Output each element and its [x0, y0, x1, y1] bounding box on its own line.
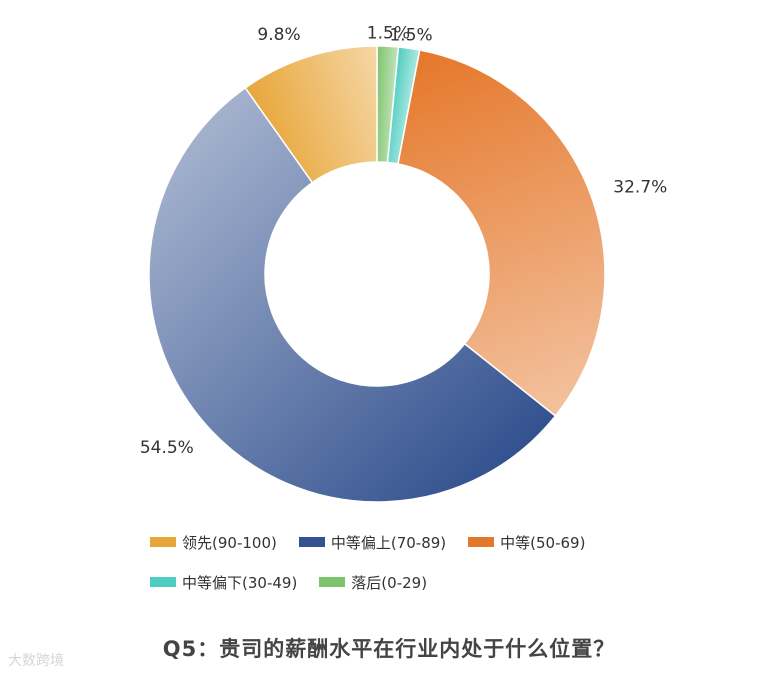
value-label-zhongdeng-pianxia: 1.5%: [389, 25, 432, 45]
donut-labels: 1.5%1.5% 32.7% 54.5% 9.8%: [140, 23, 667, 458]
legend-item-zhongdeng-pianxia: 中等偏下(30-49): [150, 572, 297, 593]
slice-zhongdeng-pianshang: [148, 86, 557, 503]
donut-slices: [148, 45, 606, 503]
value-label-lingxian: 9.8%: [257, 25, 300, 45]
legend-item-luohou: 落后(0-29): [319, 572, 427, 593]
chart-legend: 领先(90-100) 中等偏上(70-89) 中等(50-69) 中等偏下(30…: [150, 530, 690, 610]
legend-swatch: [150, 577, 176, 587]
legend-label: 中等偏上(70-89): [330, 533, 447, 552]
slice-lingxian: [244, 45, 378, 184]
legend-label: 中等偏下(30-49): [182, 573, 298, 592]
legend-swatch: [150, 537, 176, 547]
value-label-zhongdeng-pianshang: 54.5%: [140, 438, 194, 458]
legend-swatch: [298, 537, 325, 547]
value-label-zhongdeng: 32.7%: [613, 177, 667, 197]
legend-item-zhongdeng-pianshang: 中等偏上(70-89): [298, 532, 447, 553]
chart-title: Q5：贵司的薪酬水平在行业内处于什么位置？: [162, 637, 616, 661]
legend-row: 中等偏下(30-49) 落后(0-29): [150, 570, 690, 594]
watermark: 大数跨境: [8, 653, 64, 669]
slice-zhongdeng: [397, 49, 606, 418]
legend-row: 领先(90-100) 中等偏上(70-89) 中等(50-69): [150, 530, 690, 554]
legend-label: 领先(90-100): [182, 533, 277, 552]
value-label-luohou: 1.5%: [367, 23, 410, 43]
legend-label: 中等(50-69): [500, 533, 586, 552]
legend-item-lingxian: 领先(90-100): [150, 532, 277, 553]
legend-swatch: [319, 577, 346, 587]
legend-item-zhongdeng: 中等(50-69): [468, 532, 585, 553]
legend-swatch: [468, 537, 495, 547]
legend-label: 落后(0-29): [351, 573, 428, 592]
